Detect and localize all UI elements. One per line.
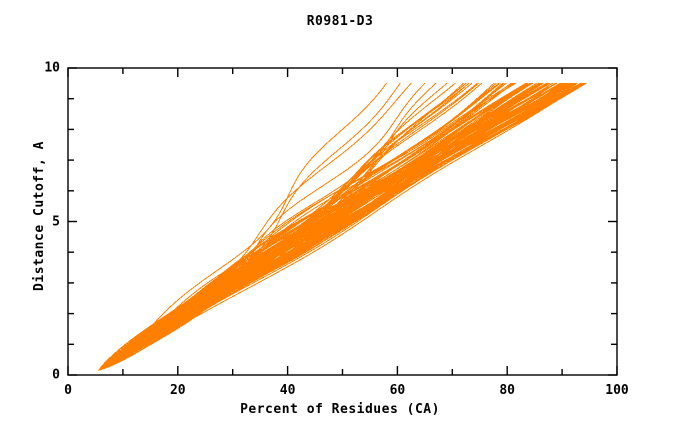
- x-tick-label: 40: [279, 383, 296, 398]
- chart-title: R0981-D3: [306, 14, 374, 29]
- x-tick-label: 80: [499, 383, 516, 398]
- y-tick-label: 10: [44, 60, 60, 76]
- x-axis-label: Percent of Residues (CA): [240, 402, 440, 417]
- x-tick-label: 100: [605, 383, 629, 398]
- x-tick-label: 20: [169, 383, 186, 398]
- y-tick-label: 0: [52, 367, 60, 383]
- x-tick-label: 0: [64, 383, 72, 398]
- y-axis-label: Distance Cutoff, A: [32, 141, 47, 291]
- x-tick-label: 60: [389, 383, 406, 398]
- curve-family: [98, 82, 587, 371]
- y-tick-label: 5: [52, 214, 60, 229]
- axis-frame: [67, 67, 618, 376]
